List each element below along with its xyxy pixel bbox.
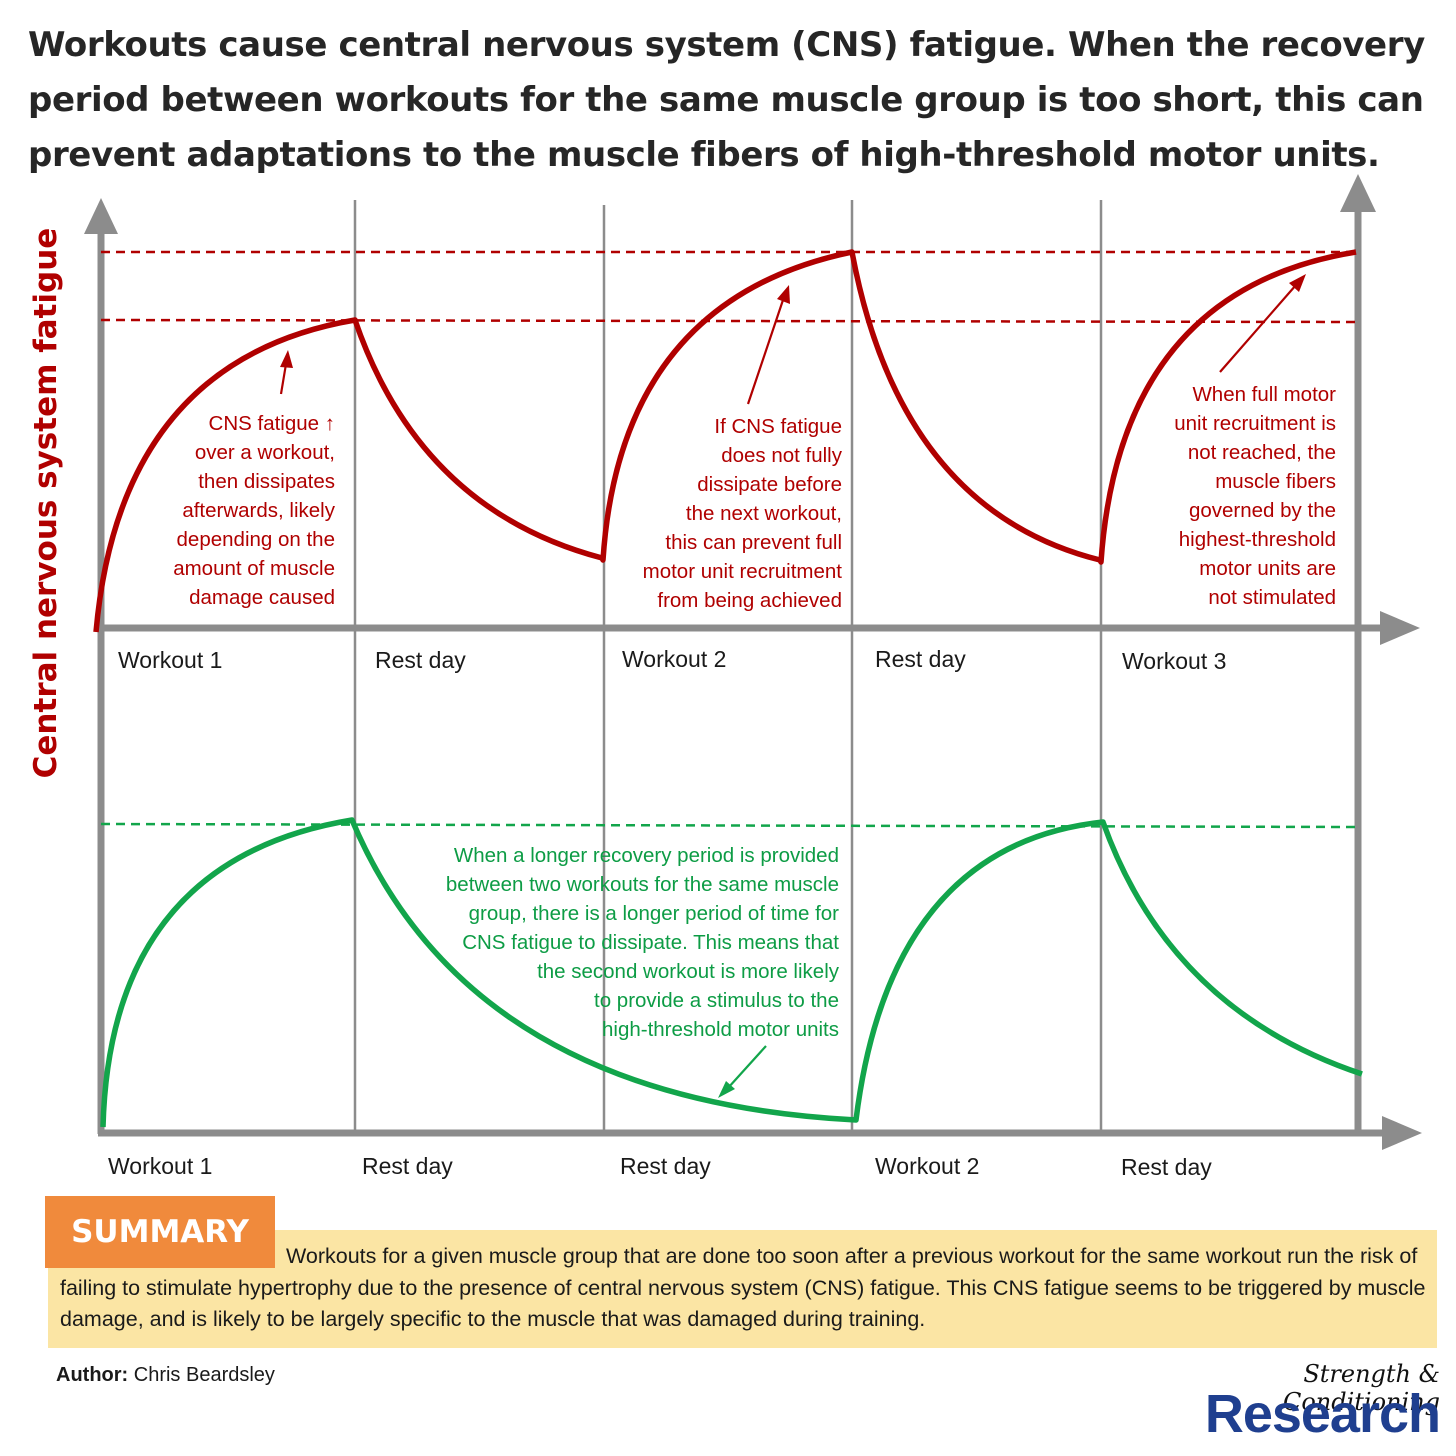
annotation-line: muscle fibers (1215, 470, 1336, 493)
author-credit: Author: Chris Beardsley (56, 1364, 275, 1387)
bottom-day-labels: Workout 1 Rest day Rest day Workout 2 Re… (108, 1153, 1212, 1180)
x-axis-bottom (98, 1116, 1422, 1150)
red-dashed-lower (100, 318, 1357, 324)
red-annotation-arrows (279, 274, 1306, 405)
top-label-workout-3: Workout 3 (1122, 648, 1226, 674)
annotation-line: When full motor (1192, 383, 1336, 406)
annotation-line: damage caused (189, 586, 335, 609)
annotation-line: then dissipates (198, 470, 335, 493)
arrowhead (777, 285, 790, 304)
annotation-line: high-threshold motor units (602, 1018, 839, 1041)
x-axis-top (98, 611, 1420, 645)
annotation-line: the next workout, (686, 502, 842, 525)
bottom-label-workout-1: Workout 1 (108, 1153, 212, 1179)
annotation-line: If CNS fatigue (714, 415, 842, 438)
annotation-line: unit recruitment is (1174, 412, 1336, 435)
annotation-longer-recovery: When a longer recovery period is provide… (446, 844, 840, 1041)
bottom-label-workout-2: Workout 2 (875, 1153, 979, 1179)
author-name: Chris Beardsley (133, 1364, 275, 1386)
annotation-line: motor units are (1199, 557, 1336, 580)
green-dashed-line (100, 822, 1357, 829)
annotation-line: dissipate before (697, 473, 842, 496)
green-fatigue-curve (100, 817, 1363, 1128)
annotation-recruitment-not-reached: When full motor unit recruitment is not re… (1174, 383, 1336, 609)
top-label-workout-2: Workout 2 (622, 646, 726, 672)
brand-logo-line1: Strength & Conditioning (1282, 1360, 1440, 1416)
red-fatigue-curve (93, 249, 1357, 633)
annotation-line: governed by the (1189, 499, 1336, 522)
y-axis-left (84, 198, 118, 1134)
summary-box (48, 1230, 1437, 1348)
top-label-rest-day-1: Rest day (375, 647, 466, 673)
arrowhead (718, 1081, 735, 1098)
annotation-line: CNS fatigue ↑ (209, 412, 335, 435)
annotation-line: highest-threshold (1179, 528, 1336, 551)
annotation-line: motor unit recruitment (643, 560, 843, 583)
annotation-line: CNS fatigue to dissipate. This means tha… (462, 931, 839, 954)
annotation-line: group, there is a longer period of time … (469, 902, 840, 925)
annotation-line: over a workout, (195, 441, 335, 464)
annotation-line: from being achieved (657, 589, 842, 612)
arrowhead (280, 350, 293, 368)
annotation-workout-fatigue: CNS fatigue ↑ over a workout, then dissipa… (173, 412, 336, 609)
annotation-line: amount of muscle (173, 557, 335, 580)
annotation-line: does not fully (721, 444, 843, 467)
annotation-line: depending on the (177, 528, 335, 551)
bottom-label-rest-day-3: Rest day (1121, 1154, 1212, 1180)
annotation-line: afterwards, likely (182, 499, 335, 522)
arrowhead (1289, 274, 1306, 292)
page-title: Workouts cause central nervous system (C… (28, 25, 1425, 175)
top-label-workout-1: Workout 1 (118, 647, 222, 673)
top-day-labels: Workout 1 Rest day Workout 2 Rest day Wo… (118, 646, 1226, 674)
annotation-incomplete-dissipation: If CNS fatigue does not fully dissipate be… (643, 415, 843, 612)
top-label-rest-day-2: Rest day (875, 646, 966, 672)
annotation-line: not reached, the (1188, 441, 1336, 464)
x-axis-top-arrowhead (1380, 611, 1420, 645)
annotation-line: When a longer recovery period is provide… (454, 844, 839, 867)
y-axis-right (1340, 174, 1376, 1134)
y-axis-arrowhead (84, 198, 118, 234)
annotation-line: this can prevent full (665, 531, 842, 554)
annotation-line: between two workouts for the same muscle (446, 873, 839, 896)
author-label: Author: (56, 1364, 129, 1386)
annotation-line: to provide a stimulus to the (594, 989, 839, 1012)
bottom-label-rest-day-2: Rest day (620, 1153, 711, 1179)
brand-logo-line2: Research (1204, 1384, 1441, 1444)
green-annotation-arrow (718, 1045, 767, 1098)
cns-fatigue-diagram: Central nervous system fatigue Workout 1… (28, 174, 1422, 1180)
right-axis-arrowhead (1340, 174, 1376, 212)
annotation-line: the second workout is more likely (537, 960, 840, 983)
day-dividers (353, 200, 1103, 1132)
summary-heading: SUMMARY (45, 1196, 275, 1268)
summary-text: Workouts for a given muscle group that a… (60, 1244, 1426, 1331)
red-reference-lines (100, 250, 1357, 324)
annotation-line: not stimulated (1208, 586, 1336, 609)
x-axis-bottom-arrowhead (1382, 1116, 1422, 1150)
y-axis-label: Central nervous system fatigue (28, 228, 64, 779)
bottom-label-rest-day-1: Rest day (362, 1153, 453, 1179)
